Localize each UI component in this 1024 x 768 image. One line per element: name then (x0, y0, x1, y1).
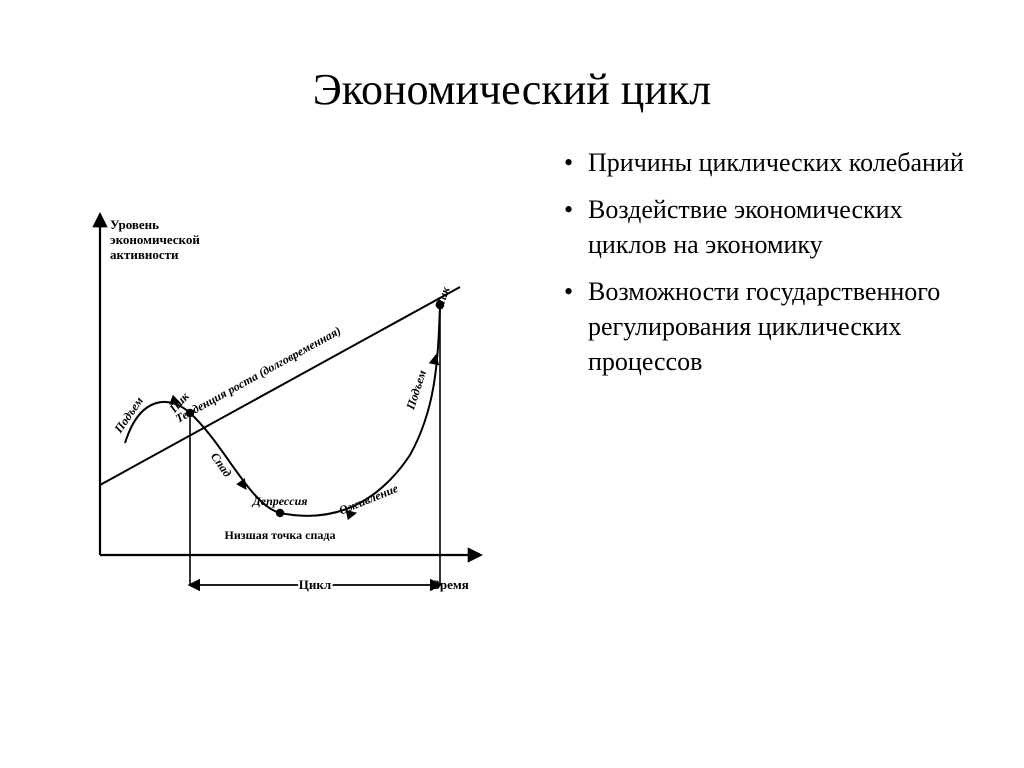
svg-text:Пик: Пик (432, 284, 453, 311)
svg-text:Оживление: Оживление (337, 481, 401, 518)
list-item: Воздействие экономических циклов на экон… (560, 192, 984, 262)
svg-text:Депрессия: Депрессия (252, 494, 308, 508)
svg-text:Подъем: Подъем (111, 394, 146, 436)
svg-text:Цикл: Цикл (299, 577, 331, 592)
diagram-container: УровеньэкономическойактивностиВремяТенде… (40, 145, 520, 620)
svg-text:Подъем: Подъем (403, 368, 429, 412)
svg-text:Тенденция роста (долговременна: Тенденция роста (долговременная) (173, 323, 343, 425)
content-row: УровеньэкономическойактивностиВремяТенде… (0, 145, 1024, 620)
bullet-list: Причины циклических колебаний Воздействи… (560, 145, 984, 380)
svg-text:Низшая точка спада: Низшая точка спада (225, 528, 336, 542)
bullet-list-container: Причины циклических колебаний Воздействи… (520, 145, 984, 392)
page-title: Экономический цикл (0, 0, 1024, 145)
list-item: Причины циклических колебаний (560, 145, 984, 180)
economic-cycle-diagram: УровеньэкономическойактивностиВремяТенде… (40, 195, 500, 615)
svg-text:Спад: Спад (208, 450, 235, 480)
svg-text:Уровеньэкономическойактивности: Уровеньэкономическойактивности (110, 217, 200, 262)
list-item: Возможности государственного регулирован… (560, 274, 984, 379)
